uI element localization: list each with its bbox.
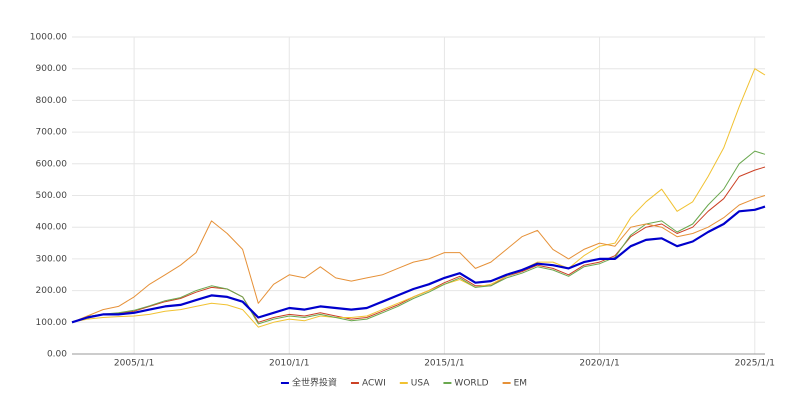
series-line — [71, 195, 766, 323]
x-tick-label: 2025/1/1 — [735, 359, 775, 369]
legend-label: 全世界投資 — [292, 377, 337, 389]
x-tick-label: 2020/1/1 — [579, 359, 619, 369]
legend-item: ACWI — [350, 379, 386, 389]
y-tick-label: 400.00 — [36, 223, 68, 233]
series-line — [71, 68, 766, 328]
series-line — [71, 150, 766, 325]
y-tick-label: 100.00 — [36, 318, 68, 328]
legend-item: WORLD — [443, 379, 489, 389]
y-tick-label: 700.00 — [36, 128, 68, 138]
x-tick-label: 2010/1/1 — [269, 359, 309, 369]
legend-item: USA — [399, 379, 430, 389]
y-tick-label: 900.00 — [36, 64, 68, 74]
legend-item: EM — [502, 379, 527, 389]
legend-item: 全世界投資 — [280, 377, 337, 389]
series-line — [71, 205, 766, 324]
y-tick-label: 0.00 — [47, 350, 67, 360]
y-tick-label: 500.00 — [36, 191, 68, 201]
x-tick-label: 2005/1/1 — [114, 359, 154, 369]
y-tick-label: 800.00 — [36, 96, 68, 106]
x-tick-label: 2015/1/1 — [424, 359, 464, 369]
legend-label: WORLD — [454, 379, 488, 389]
legend-label: EM — [514, 379, 527, 389]
legend-label: USA — [411, 379, 430, 389]
y-tick-label: 600.00 — [36, 159, 68, 169]
legend: 全世界投資 ACWI USA WORLD EM — [280, 377, 527, 389]
legend-label: ACWI — [362, 379, 386, 389]
y-tick-label: 300.00 — [36, 254, 68, 264]
y-tick-label: 1000.00 — [30, 33, 67, 43]
y-tick-label: 200.00 — [36, 286, 68, 296]
